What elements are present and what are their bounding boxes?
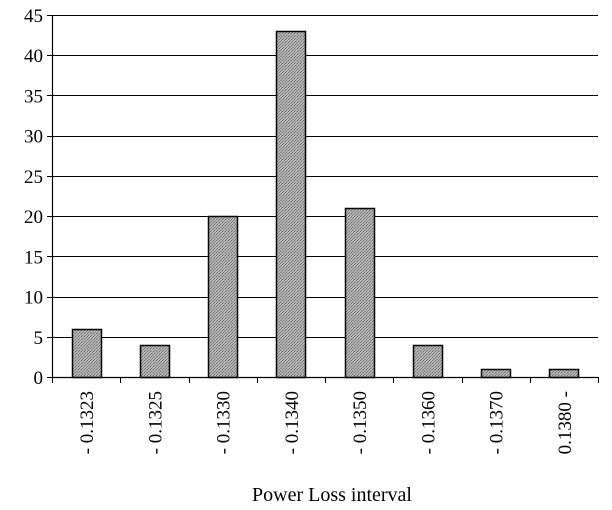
x-axis-title: Power Loss interval — [252, 484, 412, 506]
axes — [47, 15, 599, 383]
x-tick-label: - 0.1340 — [282, 391, 303, 454]
y-tick-label: 0 — [34, 368, 44, 389]
bar-8 — [548, 368, 580, 379]
y-tick-label: 35 — [24, 86, 43, 107]
x-tick-label: - 0.1370 — [487, 391, 508, 454]
x-tick-label: - 0.1330 — [214, 391, 235, 454]
x-tick-label: - 0.1323 — [77, 391, 98, 454]
y-tick-label: 10 — [24, 288, 43, 309]
y-tick-labels: 0 5 10 15 20 25 30 35 40 45 — [24, 6, 43, 389]
bar-7 — [480, 368, 512, 379]
y-tick-label: 20 — [24, 207, 43, 228]
x-tick-label: - 0.1325 — [145, 391, 166, 454]
y-tick-label: 15 — [24, 247, 43, 268]
y-tick-label: 40 — [24, 46, 43, 67]
bar-2 — [139, 344, 171, 379]
gridlines — [52, 15, 598, 338]
bar-6 — [412, 344, 444, 379]
bar-1 — [71, 328, 103, 379]
y-tick-label: 45 — [24, 6, 43, 27]
y-tick-label: 25 — [24, 167, 43, 188]
bar-3 — [207, 215, 239, 379]
x-tick-label: - 0.1350 — [350, 391, 371, 454]
x-tick-label: - 0.1360 — [418, 391, 439, 454]
y-tick-label: 30 — [24, 127, 43, 148]
bar-5 — [344, 207, 376, 379]
bars — [71, 30, 580, 379]
bar-4 — [275, 30, 307, 379]
y-tick-label: 5 — [34, 328, 44, 349]
x-tick-labels: - 0.1323 - 0.1325 - 0.1330 - 0.1340 - 0.1350… — [77, 391, 576, 454]
x-tick-label: 0.1380 - — [555, 391, 576, 454]
